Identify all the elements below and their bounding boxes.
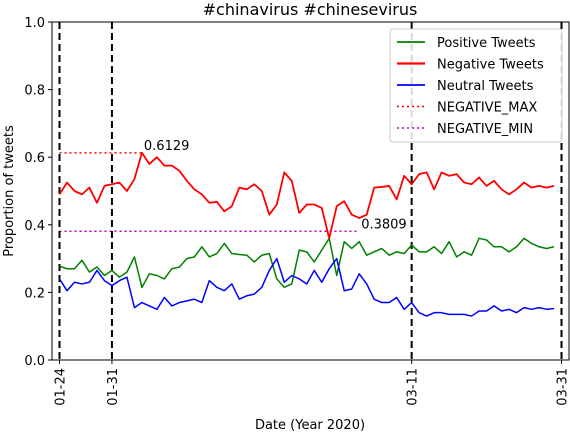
threshold-lines-layer	[59, 152, 360, 233]
y-tick-label: 0.8	[24, 84, 45, 99]
legend-label: NEGATIVE_MAX	[437, 101, 537, 116]
legend: Positive Tweets Negative Tweets Neutral Tw…	[389, 28, 563, 143]
plot-frame	[51, 21, 570, 361]
legend-label: Negative Tweets	[437, 58, 544, 73]
y-axis-label: Proportion of tweets	[2, 125, 17, 257]
hline-label-negative-max: 0.6129	[144, 139, 190, 154]
hline-label-negative-min: 0.3809	[361, 217, 407, 232]
x-tick-label: 01-31	[106, 368, 121, 406]
x-tick-label: 01-24	[53, 368, 68, 406]
legend-label: Neutral Tweets	[437, 79, 534, 94]
y-tick-label: 0.6	[24, 151, 45, 166]
x-axis-label: Date (Year 2020)	[255, 418, 365, 432]
y-tick-label: 0.2	[24, 286, 45, 301]
y-tick-label: 1.0	[24, 16, 45, 31]
axes-layer: 0.0 0.2 0.4 0.6 0.8 1.0 01-24 01-31 03-11 03-31	[24, 16, 570, 406]
series-line-neutral-tweets	[58, 257, 555, 317]
series-layer	[58, 151, 555, 317]
y-tick-label: 0.0	[24, 354, 45, 369]
y-tick-label: 0.4	[24, 219, 45, 234]
x-tick-label: 03-31	[556, 368, 570, 406]
legend-label: Positive Tweets	[437, 36, 536, 51]
series-line-positive-tweets	[59, 237, 555, 289]
legend-box	[389, 28, 563, 143]
series-line-negative-tweets	[58, 151, 555, 240]
legend-label: NEGATIVE_MIN	[437, 122, 533, 137]
x-tick-label: 03-11	[406, 368, 421, 406]
threshold-labels-layer: 0.6129 0.3809	[144, 139, 407, 232]
chart-title: #chinavirus #chinesevirus	[203, 0, 418, 19]
